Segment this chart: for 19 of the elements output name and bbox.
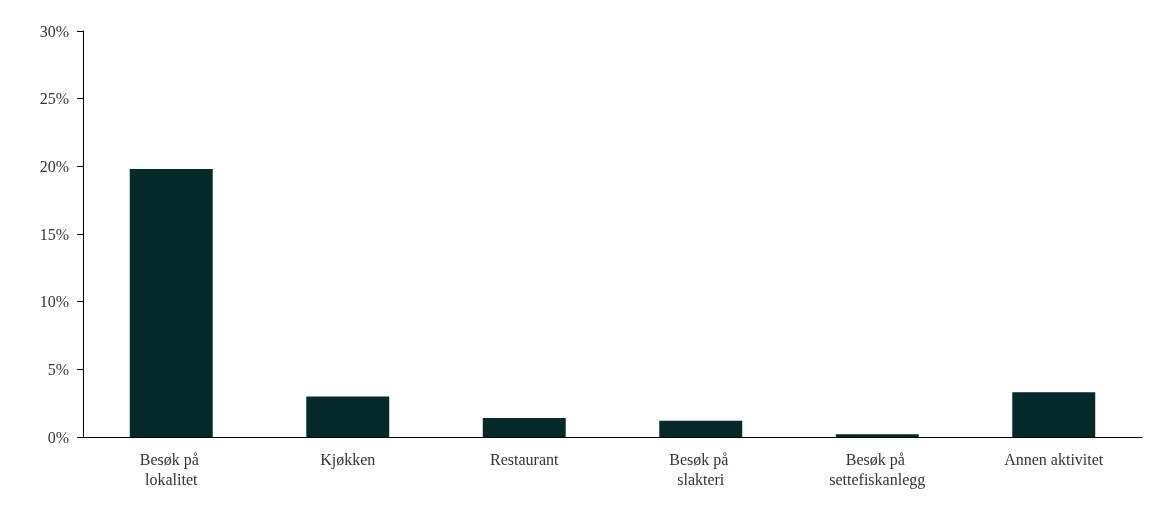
y-tick-label: 5% xyxy=(47,360,69,378)
bar xyxy=(306,396,390,437)
bar xyxy=(1012,392,1096,437)
x-tick-label: Kjøkken xyxy=(320,450,376,469)
y-tick-label: 0% xyxy=(47,428,69,446)
bar xyxy=(482,418,566,437)
bar xyxy=(129,169,213,437)
y-tick-label: 30% xyxy=(39,22,69,40)
x-tick-label: Annen aktivitet xyxy=(1004,450,1104,468)
y-tick-label: 25% xyxy=(39,90,69,108)
bar xyxy=(659,420,743,437)
x-tick-label: Besøk på slakteri xyxy=(669,450,733,488)
x-tick-label: Restaurant xyxy=(490,450,560,468)
x-tick-label: Besøk på settefiskanlegg xyxy=(829,450,926,489)
y-tick-label: 20% xyxy=(39,157,69,175)
bar xyxy=(835,434,919,437)
x-tick-label: Besøk på lokalitet xyxy=(139,450,203,488)
y-tick-label: 15% xyxy=(39,225,69,243)
y-tick-label: 10% xyxy=(39,293,69,311)
